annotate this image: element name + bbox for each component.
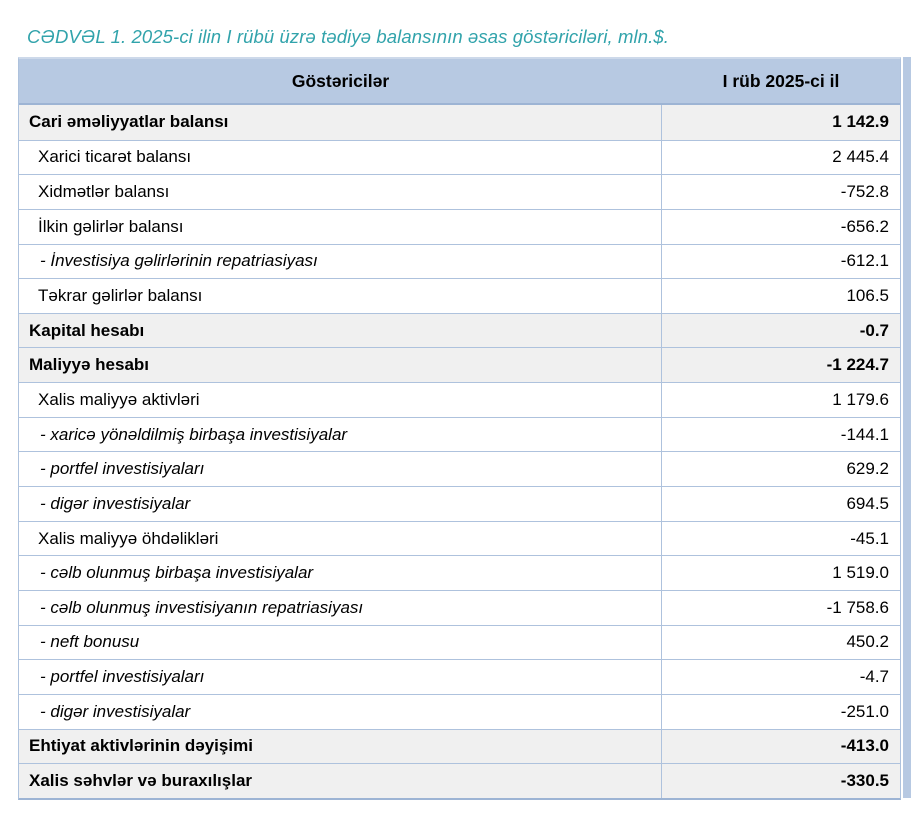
row-label: Kapital hesabı (19, 313, 662, 348)
row-value: 629.2 (846, 459, 889, 479)
table-row: - cəlb olunmuş birbaşa investisiyalar 1 … (19, 555, 900, 590)
row-value: -1 224.7 (826, 355, 889, 375)
table-row: - digər investisiyalar 694.5 (19, 486, 900, 521)
row-label: Maliyyə hesabı (19, 348, 662, 383)
row-value: -612.1 (840, 251, 889, 271)
row-value: 1 519.0 (832, 563, 889, 583)
table-right-accent-strip (903, 57, 911, 798)
row-label: - xaricə yönəldilmiş birbaşa investisiya… (19, 417, 662, 452)
table-row: - xaricə yönəldilmiş birbaşa investisiya… (19, 416, 900, 452)
table-row: - neft bonusu 450.2 (19, 624, 900, 660)
table-row: - portfel investisiyaları -4.7 (19, 659, 900, 694)
table-row: Xalis səhvlər və buraxılışlar -330.5 (19, 763, 900, 798)
row-value: -251.0 (840, 701, 889, 721)
balance-of-payments-table: Göstəricilər I rüb 2025-ci il Cari əməli… (18, 57, 901, 800)
row-label: - digər investisiyalar (19, 694, 662, 729)
row-label: Xidmətlər balansı (19, 175, 662, 209)
row-value: 106.5 (846, 286, 889, 306)
row-label: Xalis səhvlər və buraxılışlar (19, 764, 662, 798)
row-value: 450.2 (846, 632, 889, 652)
row-value: -1 758.6 (826, 597, 889, 617)
table-header-row: Göstəricilər I rüb 2025-ci il (19, 59, 900, 105)
table-row: Xalis maliyyə aktivləri 1 179.6 (19, 382, 900, 417)
row-value: -144.1 (840, 424, 889, 444)
column-header-period: I rüb 2025-ci il (722, 70, 840, 91)
row-value: -4.7 (859, 667, 889, 687)
table-row: İlkin gəlirlər balansı -656.2 (19, 208, 900, 244)
table-row: Xarici ticarət balansı 2 445.4 (19, 139, 900, 175)
row-value: -413.0 (840, 736, 889, 756)
row-value: -330.5 (840, 770, 889, 790)
row-label: İlkin gəlirlər balansı (19, 209, 662, 244)
row-value: -752.8 (840, 182, 889, 202)
row-value: 1 142.9 (832, 112, 889, 132)
table-row: - portfel investisiyaları 629.2 (19, 451, 900, 487)
row-label: - cəlb olunmuş birbaşa investisiyalar (19, 556, 662, 590)
row-label: - portfel investisiyaları (19, 452, 662, 487)
row-value: -45.1 (850, 528, 889, 548)
table-row: Xidmətlər balansı -752.8 (19, 174, 900, 209)
column-header-indicators: Göstəricilər (291, 70, 390, 91)
table-row: - İnvestisiya gəlirlərinin repatriasiyas… (19, 243, 900, 279)
table-row: Maliyyə hesabı -1 224.7 (19, 347, 900, 383)
row-label: Xarici ticarət balansı (19, 140, 662, 175)
row-label: Təkrar gəlirlər balansı (19, 279, 662, 313)
row-value: 1 179.6 (832, 389, 889, 409)
row-value: -656.2 (840, 216, 889, 236)
table-caption: CƏDVƏL 1. 2025-ci ilin I rübü üzrə tədiy… (27, 26, 670, 47)
row-label: Ehtiyat aktivlərinin dəyişimi (19, 729, 662, 764)
row-value: 2 445.4 (832, 147, 889, 167)
row-label: - neft bonusu (19, 625, 662, 660)
table-row: Cari əməliyyatlar balansı 1 142.9 (19, 105, 900, 140)
table-row: - digər investisiyalar -251.0 (19, 693, 900, 729)
table-row: Ehtiyat aktivlərinin dəyişimi -413.0 (19, 728, 900, 764)
row-label: Xalis maliyyə aktivləri (19, 383, 662, 417)
table-row: Xalis maliyyə öhdəlikləri -45.1 (19, 520, 900, 556)
row-label: - portfel investisiyaları (19, 660, 662, 694)
row-value: -0.7 (859, 320, 889, 340)
table-row: Təkrar gəlirlər balansı 106.5 (19, 278, 900, 313)
row-label: - digər investisiyalar (19, 487, 662, 521)
table-body: Cari əməliyyatlar balansı 1 142.9 Xarici… (19, 105, 900, 798)
row-label: - cəlb olunmuş investisiyanın repatriasi… (19, 590, 662, 625)
table-row: - cəlb olunmuş investisiyanın repatriasi… (19, 589, 900, 625)
row-value: 694.5 (846, 493, 889, 513)
row-label: - İnvestisiya gəlirlərinin repatriasiyas… (19, 244, 662, 279)
table-row: Kapital hesabı -0.7 (19, 312, 900, 348)
row-label: Cari əməliyyatlar balansı (19, 105, 662, 140)
row-label: Xalis maliyyə öhdəlikləri (19, 521, 662, 556)
